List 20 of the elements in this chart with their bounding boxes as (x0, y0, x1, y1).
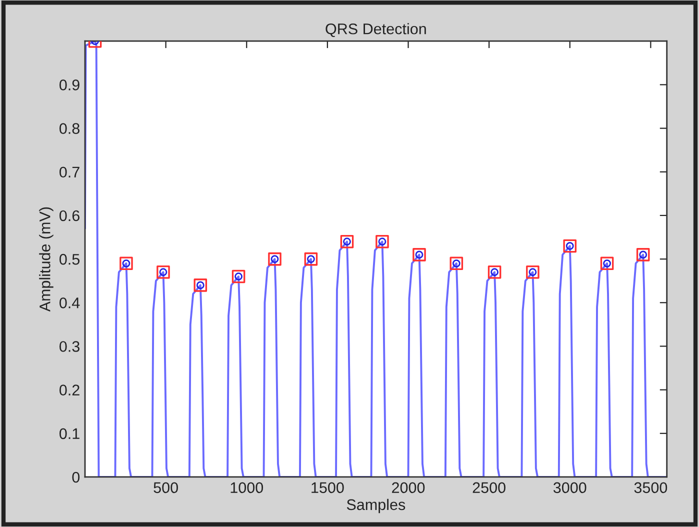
x-axis-title: Samples (346, 498, 406, 514)
x-tick-label: 3000 (553, 482, 586, 494)
y-tick-label: 0.4 (60, 298, 80, 308)
y-tick-label: 0.5 (60, 254, 80, 265)
y-tick-label: 0.2 (60, 384, 80, 396)
x-tick-label: 2000 (392, 482, 425, 494)
y-tick-label: 0.3 (60, 341, 80, 352)
y-tick-label: 0.9 (60, 80, 80, 90)
x-tick-label: 1500 (312, 482, 344, 494)
y-tick-label: 0.7 (60, 166, 80, 178)
y-tick-label: 0.8 (60, 123, 80, 134)
x-tick-label: 500 (154, 482, 178, 494)
y-tick-label: 0 (72, 472, 80, 483)
x-tick-label: 2500 (472, 482, 506, 494)
x-tick-label: 3500 (634, 482, 668, 494)
x-tick-label: 1000 (230, 482, 264, 494)
y-tick-label: 0.6 (60, 210, 80, 222)
y-tick-label: 0.1 (60, 428, 80, 440)
y-axis-title: Amplitude (mV) (39, 207, 54, 312)
chart-title: QRS Detection (326, 23, 426, 38)
